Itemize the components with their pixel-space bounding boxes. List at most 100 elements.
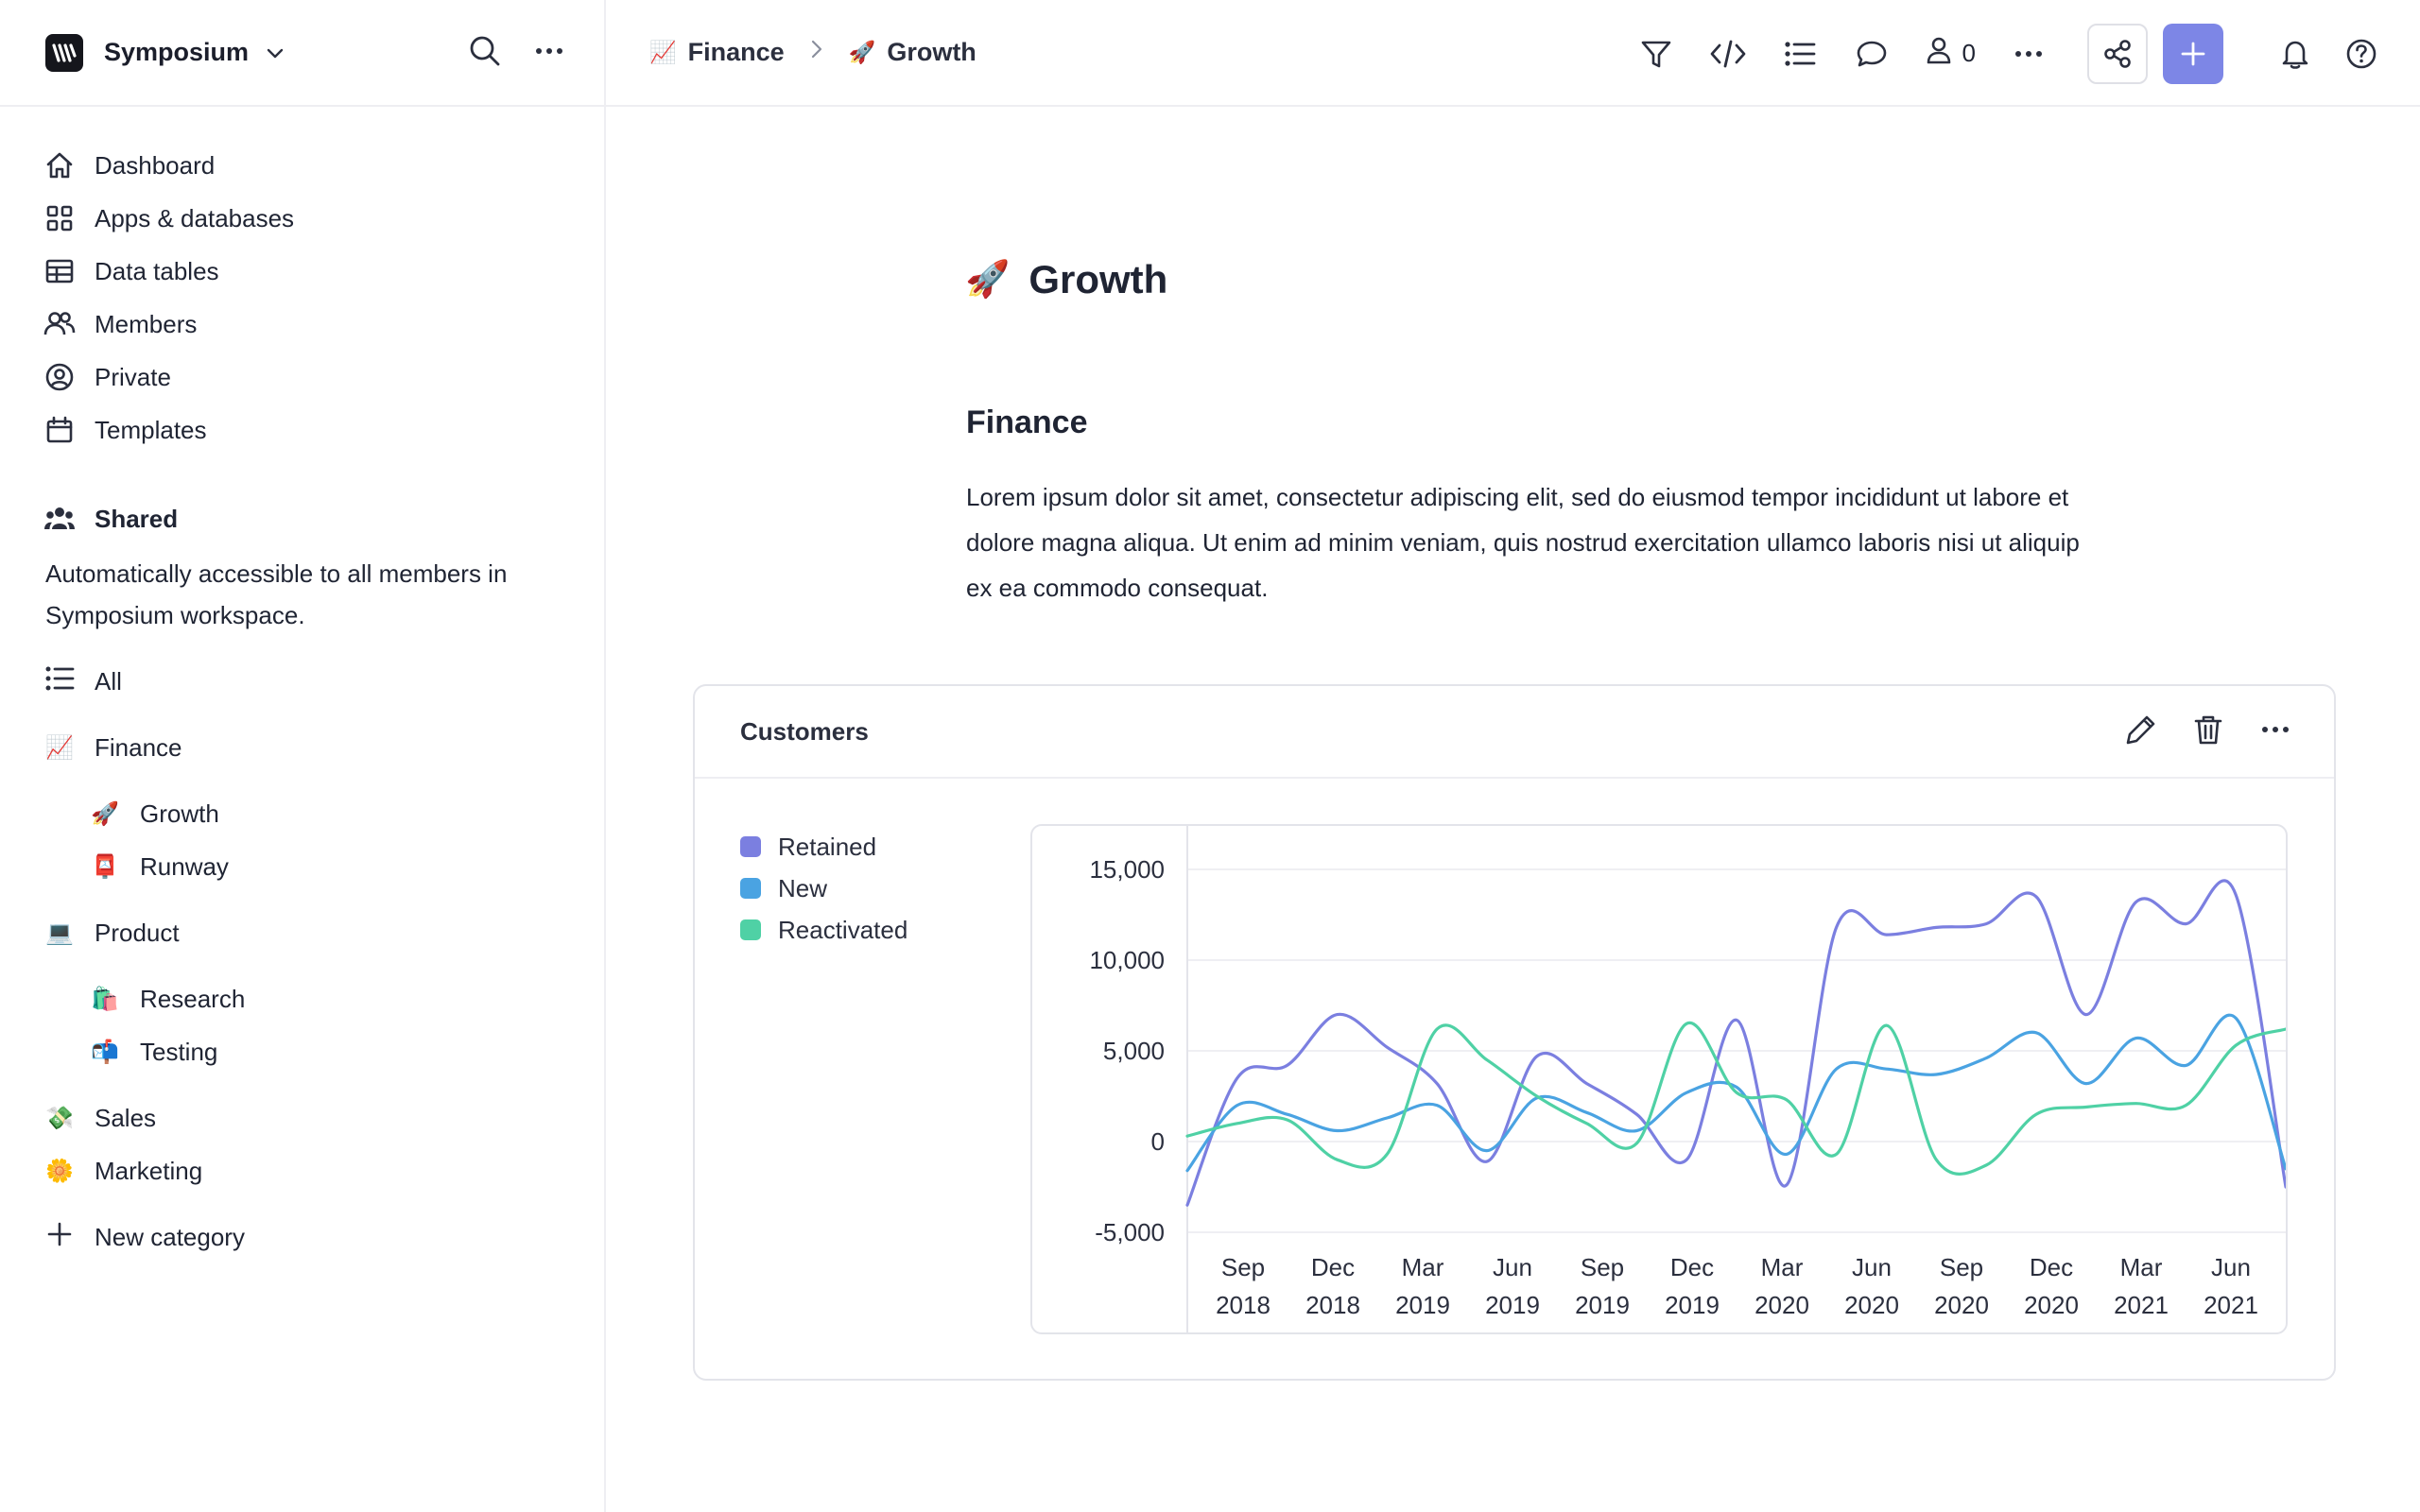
tree-label: Research: [140, 984, 246, 1013]
list-icon[interactable]: [1781, 35, 1819, 73]
legend-swatch: [740, 919, 761, 940]
members-icon: [43, 308, 76, 340]
series-line-reactivated[interactable]: [1185, 1021, 2286, 1176]
series-line-new[interactable]: [1185, 1013, 2286, 1173]
tree-item-research[interactable]: 🛍️ Research: [0, 972, 604, 1025]
viewer-count: 0: [1962, 39, 1976, 67]
comment-icon[interactable]: [1853, 35, 1891, 73]
tree-label: Growth: [140, 799, 219, 828]
nav-item-dashboard[interactable]: Dashboard: [0, 139, 604, 192]
more-icon[interactable]: [534, 46, 564, 56]
edit-icon[interactable]: [2124, 713, 2158, 747]
x-tick-label: Jun 2019: [1485, 1253, 1540, 1319]
legend-item-retained[interactable]: Retained: [740, 826, 908, 868]
user-circle-icon: [43, 361, 76, 393]
legend-swatch: [740, 878, 761, 899]
share-button[interactable]: [2087, 23, 2148, 84]
breadcrumb-item-finance[interactable]: 📈 Finance: [649, 38, 785, 67]
new-category-button[interactable]: New category: [0, 1211, 604, 1263]
nav-item-templates[interactable]: Templates: [0, 404, 604, 456]
chart-card: Customers Retained New: [693, 684, 2336, 1381]
page-title-text[interactable]: Growth: [1028, 257, 1168, 301]
team-icon: [43, 503, 76, 535]
chart-canvas: 15,000 10,000 5,000 0 -5,000 Sep 2018 Dec 2018 M…: [1089, 826, 2286, 1332]
tree-item-sales[interactable]: 💸 Sales: [0, 1091, 604, 1144]
section-title[interactable]: Finance: [966, 404, 1088, 440]
legend-label: Reactivated: [778, 915, 908, 944]
tree-label: Finance: [95, 732, 182, 762]
chart-card-actions: [2124, 713, 2292, 747]
rocket-icon: 🚀: [91, 800, 119, 827]
code-icon[interactable]: [1709, 35, 1747, 73]
x-tick-label: Dec 2018: [1305, 1253, 1360, 1319]
tree-item-growth[interactable]: 🚀 Growth: [0, 787, 604, 840]
chart-up-icon: 📈: [649, 40, 677, 64]
trash-icon[interactable]: [2192, 713, 2224, 747]
tree-item-testing[interactable]: 📬 Testing: [0, 1025, 604, 1078]
more-icon[interactable]: [2010, 35, 2048, 73]
workspace-header: Symposium: [0, 0, 604, 107]
workspace-name[interactable]: Symposium: [104, 38, 250, 66]
breadcrumb-label: Growth: [887, 38, 977, 66]
spacer: [0, 959, 604, 972]
x-tick-label: Sep 2018: [1216, 1253, 1270, 1319]
top-bar: 📈 Finance 🚀 Growth 0: [606, 0, 2420, 107]
legend-item-new[interactable]: New: [740, 868, 908, 909]
y-tick-label: 0: [1151, 1127, 1165, 1156]
spacer: [0, 774, 604, 787]
share-icon: [2104, 39, 2131, 68]
tree-item-product[interactable]: 💻 Product: [0, 906, 604, 959]
series-line-retained[interactable]: [1185, 879, 2286, 1207]
toolbar: 0: [1603, 0, 2420, 107]
postbox-icon: 📮: [91, 853, 119, 880]
rocket-icon: 🚀: [848, 40, 876, 64]
tree-label: All: [95, 666, 122, 696]
sidebar: Symposium Dashboard Apps & databases: [0, 0, 606, 1512]
rocket-icon: 🚀: [965, 260, 1011, 300]
x-tick-label: Mar 2020: [1754, 1253, 1809, 1319]
plus-icon: [43, 1221, 76, 1254]
templates-icon: [43, 414, 76, 446]
tree-item-marketing[interactable]: 🌼 Marketing: [0, 1144, 604, 1197]
home-icon: [43, 149, 76, 181]
tree-label: Testing: [140, 1037, 218, 1066]
tree-label: Sales: [95, 1103, 157, 1132]
x-tick-label: Dec 2019: [1665, 1253, 1720, 1319]
nav-item-private[interactable]: Private: [0, 351, 604, 404]
mailbox-icon: 📬: [91, 1039, 119, 1065]
tree-label: Runway: [140, 851, 229, 881]
legend-item-reactivated[interactable]: Reactivated: [740, 909, 908, 951]
tree-item-runway[interactable]: 📮 Runway: [0, 840, 604, 893]
breadcrumb-label: Finance: [687, 38, 785, 66]
legend-swatch: [740, 836, 761, 857]
y-tick-label: -5,000: [1095, 1218, 1165, 1246]
tree-item-finance[interactable]: 📈 Finance: [0, 721, 604, 774]
breadcrumb-item-growth[interactable]: 🚀 Growth: [849, 38, 977, 67]
search-icon[interactable]: [468, 34, 502, 68]
x-tick-label: Sep 2019: [1575, 1253, 1630, 1319]
more-icon[interactable]: [2258, 713, 2292, 747]
tree-label: Marketing: [95, 1156, 203, 1185]
tree-label: New category: [95, 1222, 245, 1251]
tree-item-all[interactable]: All: [0, 655, 604, 708]
spacer: [0, 1078, 604, 1091]
help-icon[interactable]: [2342, 35, 2380, 73]
chevron-down-icon[interactable]: [264, 41, 288, 65]
add-button[interactable]: [2163, 23, 2223, 84]
viewers-button[interactable]: 0: [1925, 35, 1976, 72]
list-icon: [43, 665, 76, 698]
nav-item-data-tables[interactable]: Data tables: [0, 245, 604, 298]
category-tree: All 📈 Finance 🚀 Growth 📮 Runway 💻 Produc…: [0, 655, 604, 1263]
nav-item-members[interactable]: Members: [0, 298, 604, 351]
legend-label: New: [778, 873, 828, 902]
bell-icon[interactable]: [2276, 35, 2314, 73]
workspace-logo-icon[interactable]: [45, 33, 83, 72]
chart-legend: Retained New Reactivated: [740, 826, 908, 951]
body-paragraph[interactable]: Lorem ipsum dolor sit amet, consectetur …: [966, 483, 2080, 602]
laptop-icon: 💻: [45, 919, 74, 946]
nav-item-apps-databases[interactable]: Apps & databases: [0, 192, 604, 245]
x-tick-label: Dec 2020: [2024, 1253, 2079, 1319]
x-tick-label: Mar 2019: [1395, 1253, 1450, 1319]
chart-card-title: Customers: [740, 716, 869, 746]
filter-icon[interactable]: [1637, 35, 1675, 73]
